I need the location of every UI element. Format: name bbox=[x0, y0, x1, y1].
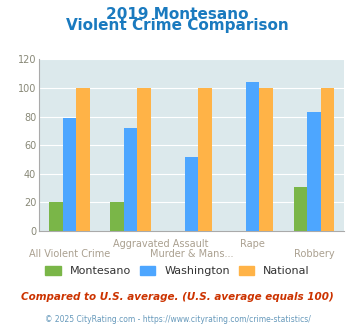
Bar bbox=[137, 88, 151, 231]
Text: All Violent Crime: All Violent Crime bbox=[29, 249, 110, 259]
Text: Rape: Rape bbox=[240, 239, 265, 249]
Bar bbox=[185, 157, 198, 231]
Text: Aggravated Assault: Aggravated Assault bbox=[113, 239, 209, 249]
Bar bbox=[246, 82, 260, 231]
Text: Compared to U.S. average. (U.S. average equals 100): Compared to U.S. average. (U.S. average … bbox=[21, 292, 334, 302]
Text: Violent Crime Comparison: Violent Crime Comparison bbox=[66, 18, 289, 33]
Bar bbox=[63, 118, 76, 231]
Bar bbox=[198, 88, 212, 231]
Bar bbox=[49, 202, 63, 231]
Legend: Montesano, Washington, National: Montesano, Washington, National bbox=[41, 261, 314, 280]
Bar bbox=[76, 88, 90, 231]
Bar bbox=[294, 187, 307, 231]
Text: © 2025 CityRating.com - https://www.cityrating.com/crime-statistics/: © 2025 CityRating.com - https://www.city… bbox=[45, 315, 310, 324]
Bar bbox=[321, 88, 334, 231]
Text: Murder & Mans...: Murder & Mans... bbox=[150, 249, 234, 259]
Text: Robbery: Robbery bbox=[294, 249, 334, 259]
Text: 2019 Montesano: 2019 Montesano bbox=[106, 7, 249, 21]
Bar bbox=[307, 112, 321, 231]
Bar bbox=[124, 128, 137, 231]
Bar bbox=[110, 202, 124, 231]
Bar bbox=[260, 88, 273, 231]
